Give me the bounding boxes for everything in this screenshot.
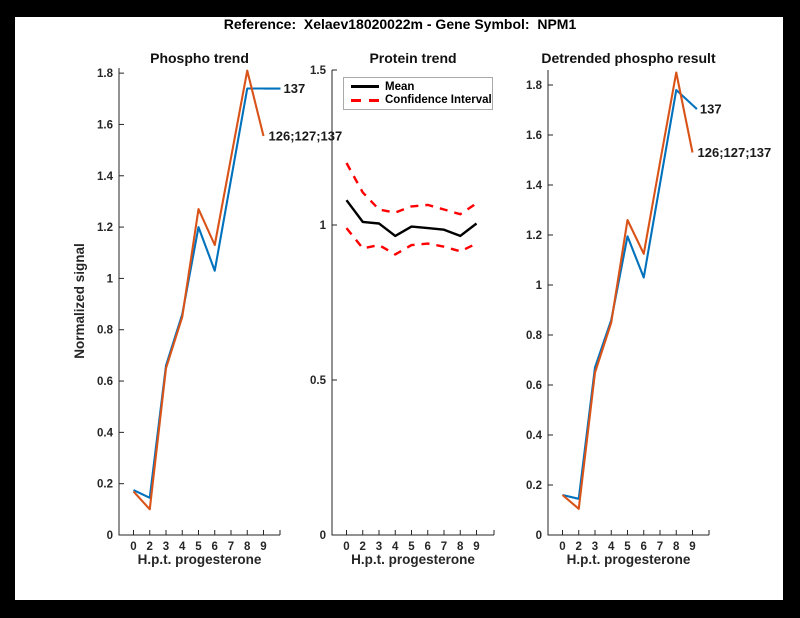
- x-tick-label: 5: [624, 541, 631, 553]
- x-tick-label: 0: [559, 541, 565, 553]
- series-end-label: 126;127;137: [269, 128, 343, 143]
- x-tick-label: 8: [244, 541, 251, 553]
- x-tick-label: 9: [689, 541, 695, 553]
- x-tick-label: 0: [130, 541, 136, 553]
- x-tick-label: 3: [163, 541, 169, 553]
- x-tick-label: 2: [360, 541, 366, 553]
- x-tick-label: 6: [212, 541, 218, 553]
- series-end-label: 126;127;137: [698, 145, 772, 160]
- y-tick-label: 0.2: [97, 479, 113, 491]
- y-tick-label: 0.6: [97, 376, 113, 388]
- x-tick-label: 7: [441, 541, 447, 553]
- plot3-series-1-line: [561, 71, 694, 510]
- x-tick-label: 6: [641, 541, 647, 553]
- y-tick-label: 1.6: [97, 119, 113, 131]
- legend-label-confidence-interval: Confidence Interval: [385, 94, 492, 107]
- y-tick-label: 0.8: [97, 325, 114, 337]
- y-tick-label: 1.8: [97, 68, 114, 80]
- y-tick-label: 1: [320, 220, 327, 232]
- x-tick-label: 7: [657, 541, 663, 553]
- y-tick-label: 1.8: [526, 80, 543, 92]
- legend-label-mean: Mean: [385, 80, 415, 93]
- y-tick-label: 0.8: [526, 330, 543, 342]
- plot2-series-2-line: [345, 227, 478, 256]
- y-tick-label: 1.5: [310, 65, 327, 77]
- x-tick-label: 9: [260, 541, 266, 553]
- y-tick-label: 0: [320, 530, 326, 542]
- subplot-title-detrended-result: Detrended phospho result: [541, 50, 716, 66]
- plot1-axes: [118, 68, 280, 536]
- x-tick-label: 8: [457, 541, 464, 553]
- x-tick-label: 2: [147, 541, 153, 553]
- y-tick-label: 0: [536, 530, 542, 542]
- plot3-series-0-line: [562, 88, 694, 500]
- y-tick-label: 0.2: [526, 480, 542, 492]
- mean-line-swatch: [351, 85, 379, 89]
- y-tick-label: 0.6: [526, 380, 542, 392]
- y-tick-label: 1: [536, 280, 543, 292]
- subplot-title-phospho-trend: Phospho trend: [150, 50, 249, 66]
- y-tick-label: 1.2: [526, 230, 542, 242]
- x-tick-label: 5: [195, 541, 202, 553]
- x-tick-label: 4: [392, 541, 399, 553]
- figure-title: Reference: Xelaev18020022m - Gene Symbol…: [223, 16, 577, 32]
- x-tick-label: 4: [179, 541, 186, 553]
- plot3-axes: [547, 70, 709, 536]
- plot2-axes: [331, 70, 494, 536]
- y-tick-label: 0: [107, 530, 113, 542]
- x-axis-label-2: H.p.t. progesterone: [351, 552, 475, 567]
- x-tick-label: 0: [343, 541, 349, 553]
- plot1-series-1-line: [132, 69, 265, 511]
- x-tick-label: 3: [592, 541, 598, 553]
- x-tick-label: 8: [673, 541, 680, 553]
- y-tick-label: 1.4: [526, 180, 543, 192]
- x-tick-label: 9: [473, 541, 479, 553]
- legend-box: Mean Confidence Interval: [343, 77, 493, 110]
- plot1-series-0-line: [133, 87, 264, 499]
- subplot-title-protein-trend: Protein trend: [369, 50, 457, 66]
- confidence-interval-line-swatch: [351, 98, 379, 102]
- series-end-label: 137: [284, 81, 306, 96]
- x-tick-label: 2: [576, 541, 582, 553]
- legend-item-mean: Mean: [351, 80, 492, 94]
- y-tick-label: 1.6: [526, 130, 542, 142]
- y-tick-label: 1.2: [97, 222, 113, 234]
- x-axis-label-3: H.p.t. progesterone: [566, 552, 691, 567]
- x-tick-label: 3: [376, 541, 382, 553]
- series-end-label: 137: [700, 102, 722, 117]
- x-tick-label: 4: [608, 541, 615, 553]
- y-tick-label: 0.4: [526, 430, 543, 442]
- annotation-leader-line: [691, 104, 698, 110]
- plot2-series-0-line: [345, 199, 478, 238]
- x-tick-label: 6: [425, 541, 431, 553]
- y-tick-label: 0.5: [310, 375, 327, 387]
- x-axis-label-1: H.p.t. progesterone: [137, 552, 262, 567]
- y-axis-label: Normalized signal: [72, 243, 87, 359]
- y-tick-label: 1: [107, 273, 114, 285]
- x-tick-label: 5: [408, 541, 415, 553]
- y-tick-label: 1.4: [97, 171, 114, 183]
- plot2-series-1-line: [345, 162, 478, 216]
- y-tick-label: 0.4: [97, 427, 114, 439]
- legend-item-confidence-interval: Confidence Interval: [351, 94, 492, 108]
- x-tick-label: 7: [228, 541, 234, 553]
